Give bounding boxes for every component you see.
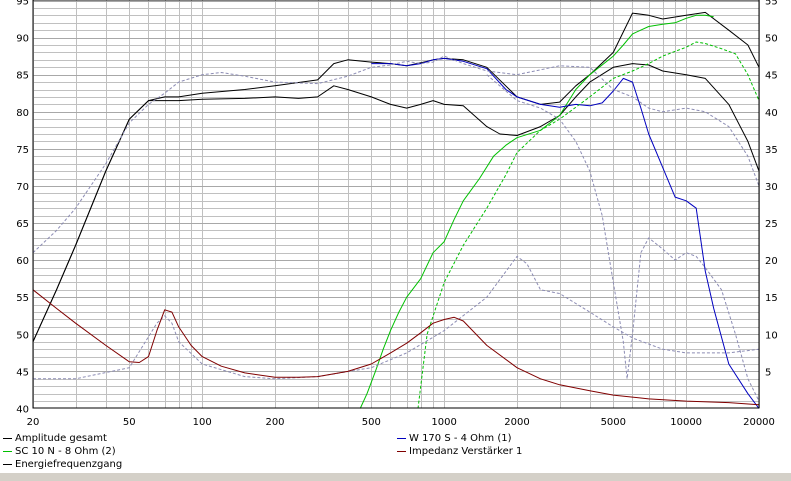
series-line-w170s_dashed bbox=[486, 74, 760, 402]
x-tick-label: 50 bbox=[123, 417, 136, 428]
y-right-tick-label: 55 bbox=[765, 0, 778, 8]
y-right-tick-label: 50 bbox=[765, 34, 778, 45]
y-right-tick-label: 20 bbox=[765, 256, 778, 267]
legend-label-w170s: W 170 S - 4 Ohm (1) bbox=[409, 433, 512, 444]
legend-swatch-sc10n bbox=[3, 450, 12, 452]
grid-major bbox=[33, 1, 759, 372]
legend-swatch-amplitude bbox=[3, 437, 12, 439]
y-right-tick-label: 30 bbox=[765, 182, 778, 193]
x-tick-label: 20000 bbox=[743, 417, 775, 428]
legend-swatch-impedance bbox=[397, 450, 406, 452]
y-right-tick-label: 15 bbox=[765, 293, 778, 304]
legend-item-impedance: Impedanz Verstärker 1 bbox=[397, 445, 522, 458]
legend-swatch-w170s bbox=[397, 437, 406, 439]
series-line-sc10n bbox=[359, 14, 714, 409]
y-right-tick-label: 35 bbox=[765, 145, 778, 156]
x-tick-label: 200 bbox=[265, 417, 284, 428]
series-line-sc10n_dashed bbox=[417, 41, 760, 409]
series-line-energy_dashed bbox=[32, 55, 760, 254]
y-left-tick-label: 75 bbox=[16, 145, 29, 156]
legend-item-energy: Energiefrequenzgang bbox=[3, 458, 122, 471]
x-tick-label: 10000 bbox=[670, 417, 702, 428]
legend-item-w170s: W 170 S - 4 Ohm (1) bbox=[397, 432, 511, 445]
y-left-tick-label: 55 bbox=[16, 293, 29, 304]
y-right-tick-label: 10 bbox=[765, 330, 778, 341]
y-left-tick-label: 70 bbox=[16, 182, 29, 193]
x-tick-label: 20 bbox=[27, 417, 40, 428]
legend-label-sc10n: SC 10 N - 8 Ohm (2) bbox=[15, 446, 116, 457]
series-line-w170s bbox=[371, 57, 760, 409]
legend-swatch-energy bbox=[3, 463, 12, 465]
y-right-tick-label: 40 bbox=[765, 108, 778, 119]
y-right-tick-label: 45 bbox=[765, 71, 778, 82]
y-left-tick-label: 80 bbox=[16, 108, 29, 119]
y-left-tick-label: 40 bbox=[16, 405, 29, 416]
y-left-tick-label: 50 bbox=[16, 330, 29, 341]
x-tick-label: 500 bbox=[362, 417, 381, 428]
legend-label-impedance: Impedanz Verstärker 1 bbox=[409, 446, 523, 457]
y-left-tick-label: 45 bbox=[16, 367, 29, 378]
y-left-tick-label: 60 bbox=[16, 256, 29, 267]
x-tick-label: 2000 bbox=[504, 417, 529, 428]
series-layer bbox=[32, 11, 760, 409]
y-left-tick-label: 65 bbox=[16, 219, 29, 230]
tick-layer: 20 50 100 200 500 1000 2000 5000 10000 20000 40 45 5… bbox=[16, 0, 777, 428]
x-tick-label: 100 bbox=[193, 417, 212, 428]
legend-label-amplitude: Amplitude gesamt bbox=[15, 433, 107, 444]
series-line-impedance bbox=[32, 289, 760, 406]
series-line-impedance_gray_dashed bbox=[33, 255, 760, 380]
grid-minor bbox=[33, 0, 760, 408]
legend-label-energy: Energiefrequenzgang bbox=[15, 459, 123, 470]
y-left-tick-label: 85 bbox=[16, 71, 29, 82]
y-right-tick-label: 25 bbox=[765, 219, 778, 230]
y-right-tick-label: 5 bbox=[765, 367, 771, 378]
y-left-tick-label: 95 bbox=[16, 0, 29, 8]
legend-item-sc10n: SC 10 N - 8 Ohm (2) bbox=[3, 445, 116, 458]
y-left-tick-label: 90 bbox=[16, 34, 29, 45]
x-tick-label: 5000 bbox=[601, 417, 626, 428]
x-tick-label: 1000 bbox=[431, 417, 456, 428]
horizontal-scrollbar[interactable] bbox=[0, 472, 791, 481]
legend-item-amplitude: Amplitude gesamt bbox=[3, 432, 107, 445]
plot-frame bbox=[32, 0, 760, 409]
